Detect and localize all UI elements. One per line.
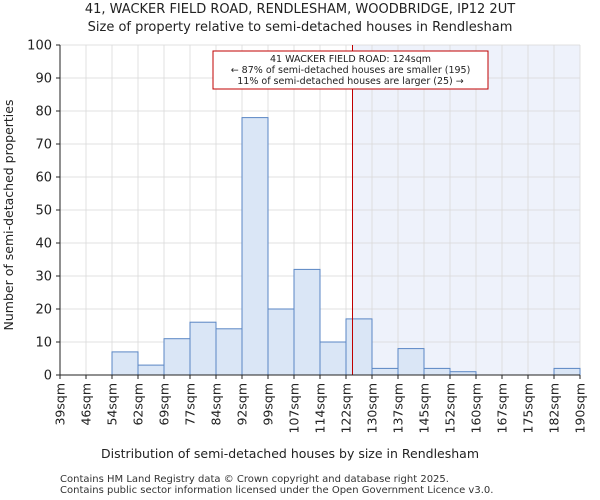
y-axis-label: Number of semi-detached properties: [1, 100, 16, 331]
y-axis-ticks: 0 10 20 30 40 50 60 70 80 90 100: [27, 39, 60, 384]
x-tick-label: 160sqm: [469, 383, 484, 433]
x-axis-ticks: 39sqm 46sqm 54sqm 62sqm 69sqm 77sqm 84sqm 92sqm…: [53, 375, 588, 433]
bar-92sqm: [241, 117, 269, 376]
bar-137sqm: [397, 348, 425, 376]
y-tick-label: 40: [35, 237, 52, 252]
x-tick-label: 175sqm: [521, 383, 536, 433]
y-tick-label: 50: [35, 204, 52, 219]
y-tick-label: 60: [35, 171, 52, 186]
chart-subtitle: Size of property relative to semi-detach…: [87, 20, 513, 35]
x-tick-label: 62sqm: [131, 383, 146, 426]
x-tick-label: 39sqm: [53, 383, 68, 426]
y-tick-label: 30: [35, 270, 52, 285]
annotation-box: [212, 50, 489, 90]
x-tick-label: 130sqm: [365, 383, 380, 433]
bar-145sqm: [423, 367, 451, 376]
bar-107sqm: [293, 268, 321, 376]
x-tick-label: 137sqm: [391, 383, 406, 433]
x-tick-label: 77sqm: [183, 383, 198, 426]
bar-62sqm: [137, 364, 165, 376]
bar-69sqm: [163, 338, 191, 376]
property-annotation: 41 WACKER FIELD ROAD: 124sqm ← 87% of se…: [212, 50, 489, 90]
y-tick-label: 10: [35, 336, 52, 351]
x-tick-label: 84sqm: [209, 383, 224, 426]
x-tick-label: 99sqm: [261, 383, 276, 426]
x-tick-label: 167sqm: [495, 383, 510, 433]
bar-77sqm: [189, 321, 217, 376]
bar-99sqm: [267, 308, 295, 376]
x-axis-label: Distribution of semi-detached houses by …: [101, 446, 479, 461]
bar-54sqm: [111, 351, 139, 376]
footer-licence: Contains public sector information licen…: [60, 485, 494, 496]
annotation-line-2: ← 87% of semi-detached houses are smalle…: [231, 65, 471, 76]
y-tick-label: 80: [35, 105, 52, 120]
y-tick-label: 0: [44, 369, 52, 384]
footer-copyright: Contains HM Land Registry data © Crown c…: [60, 474, 449, 485]
x-tick-label: 190sqm: [573, 383, 588, 433]
y-tick-label: 100: [27, 39, 52, 54]
chart-title: 41, WACKER FIELD ROAD, RENDLESHAM, WOODB…: [84, 2, 516, 17]
x-tick-label: 145sqm: [417, 383, 432, 433]
y-tick-label: 70: [35, 138, 52, 153]
x-tick-label: 107sqm: [287, 383, 302, 433]
x-tick-label: 122sqm: [339, 383, 354, 433]
x-tick-label: 92sqm: [235, 383, 250, 426]
bar-130sqm: [371, 367, 399, 376]
x-tick-label: 152sqm: [443, 383, 458, 433]
annotation-line-1: 41 WACKER FIELD ROAD: 124sqm: [270, 54, 431, 65]
bar-114sqm: [319, 341, 347, 376]
x-tick-label: 114sqm: [313, 383, 328, 433]
y-tick-label: 20: [35, 303, 52, 318]
annotation-line-3: 11% of semi-detached houses are larger (…: [237, 76, 464, 87]
y-tick-label: 90: [35, 72, 52, 87]
bar-182sqm: [553, 367, 581, 376]
x-tick-label: 182sqm: [547, 383, 562, 433]
bar-84sqm: [215, 328, 243, 376]
x-tick-label: 54sqm: [105, 383, 120, 426]
x-tick-label: 46sqm: [79, 383, 94, 426]
bar-122sqm: [345, 318, 373, 376]
x-tick-label: 69sqm: [157, 383, 172, 426]
